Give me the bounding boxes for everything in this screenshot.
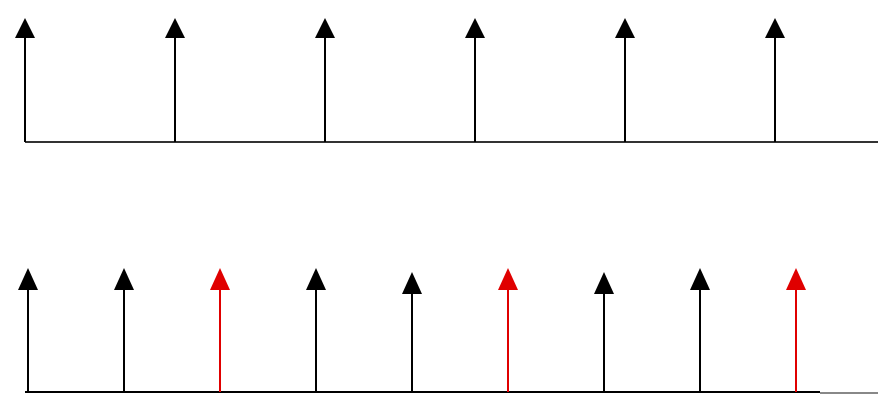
arrow xyxy=(465,18,485,142)
arrow-highlighted xyxy=(498,268,518,392)
arrow xyxy=(114,268,134,392)
arrow xyxy=(306,268,326,392)
arrow xyxy=(615,18,635,142)
arrow xyxy=(15,18,35,142)
arrow xyxy=(402,272,422,392)
bottom-impulse-train xyxy=(18,268,878,394)
arrow xyxy=(315,18,335,142)
arrow-highlighted xyxy=(210,268,230,392)
arrow xyxy=(690,268,710,392)
top-impulse-train xyxy=(15,18,878,143)
arrow xyxy=(165,18,185,142)
arrow xyxy=(594,272,614,392)
arrow xyxy=(765,18,785,142)
arrow xyxy=(18,268,38,392)
arrow-highlighted xyxy=(786,268,806,392)
